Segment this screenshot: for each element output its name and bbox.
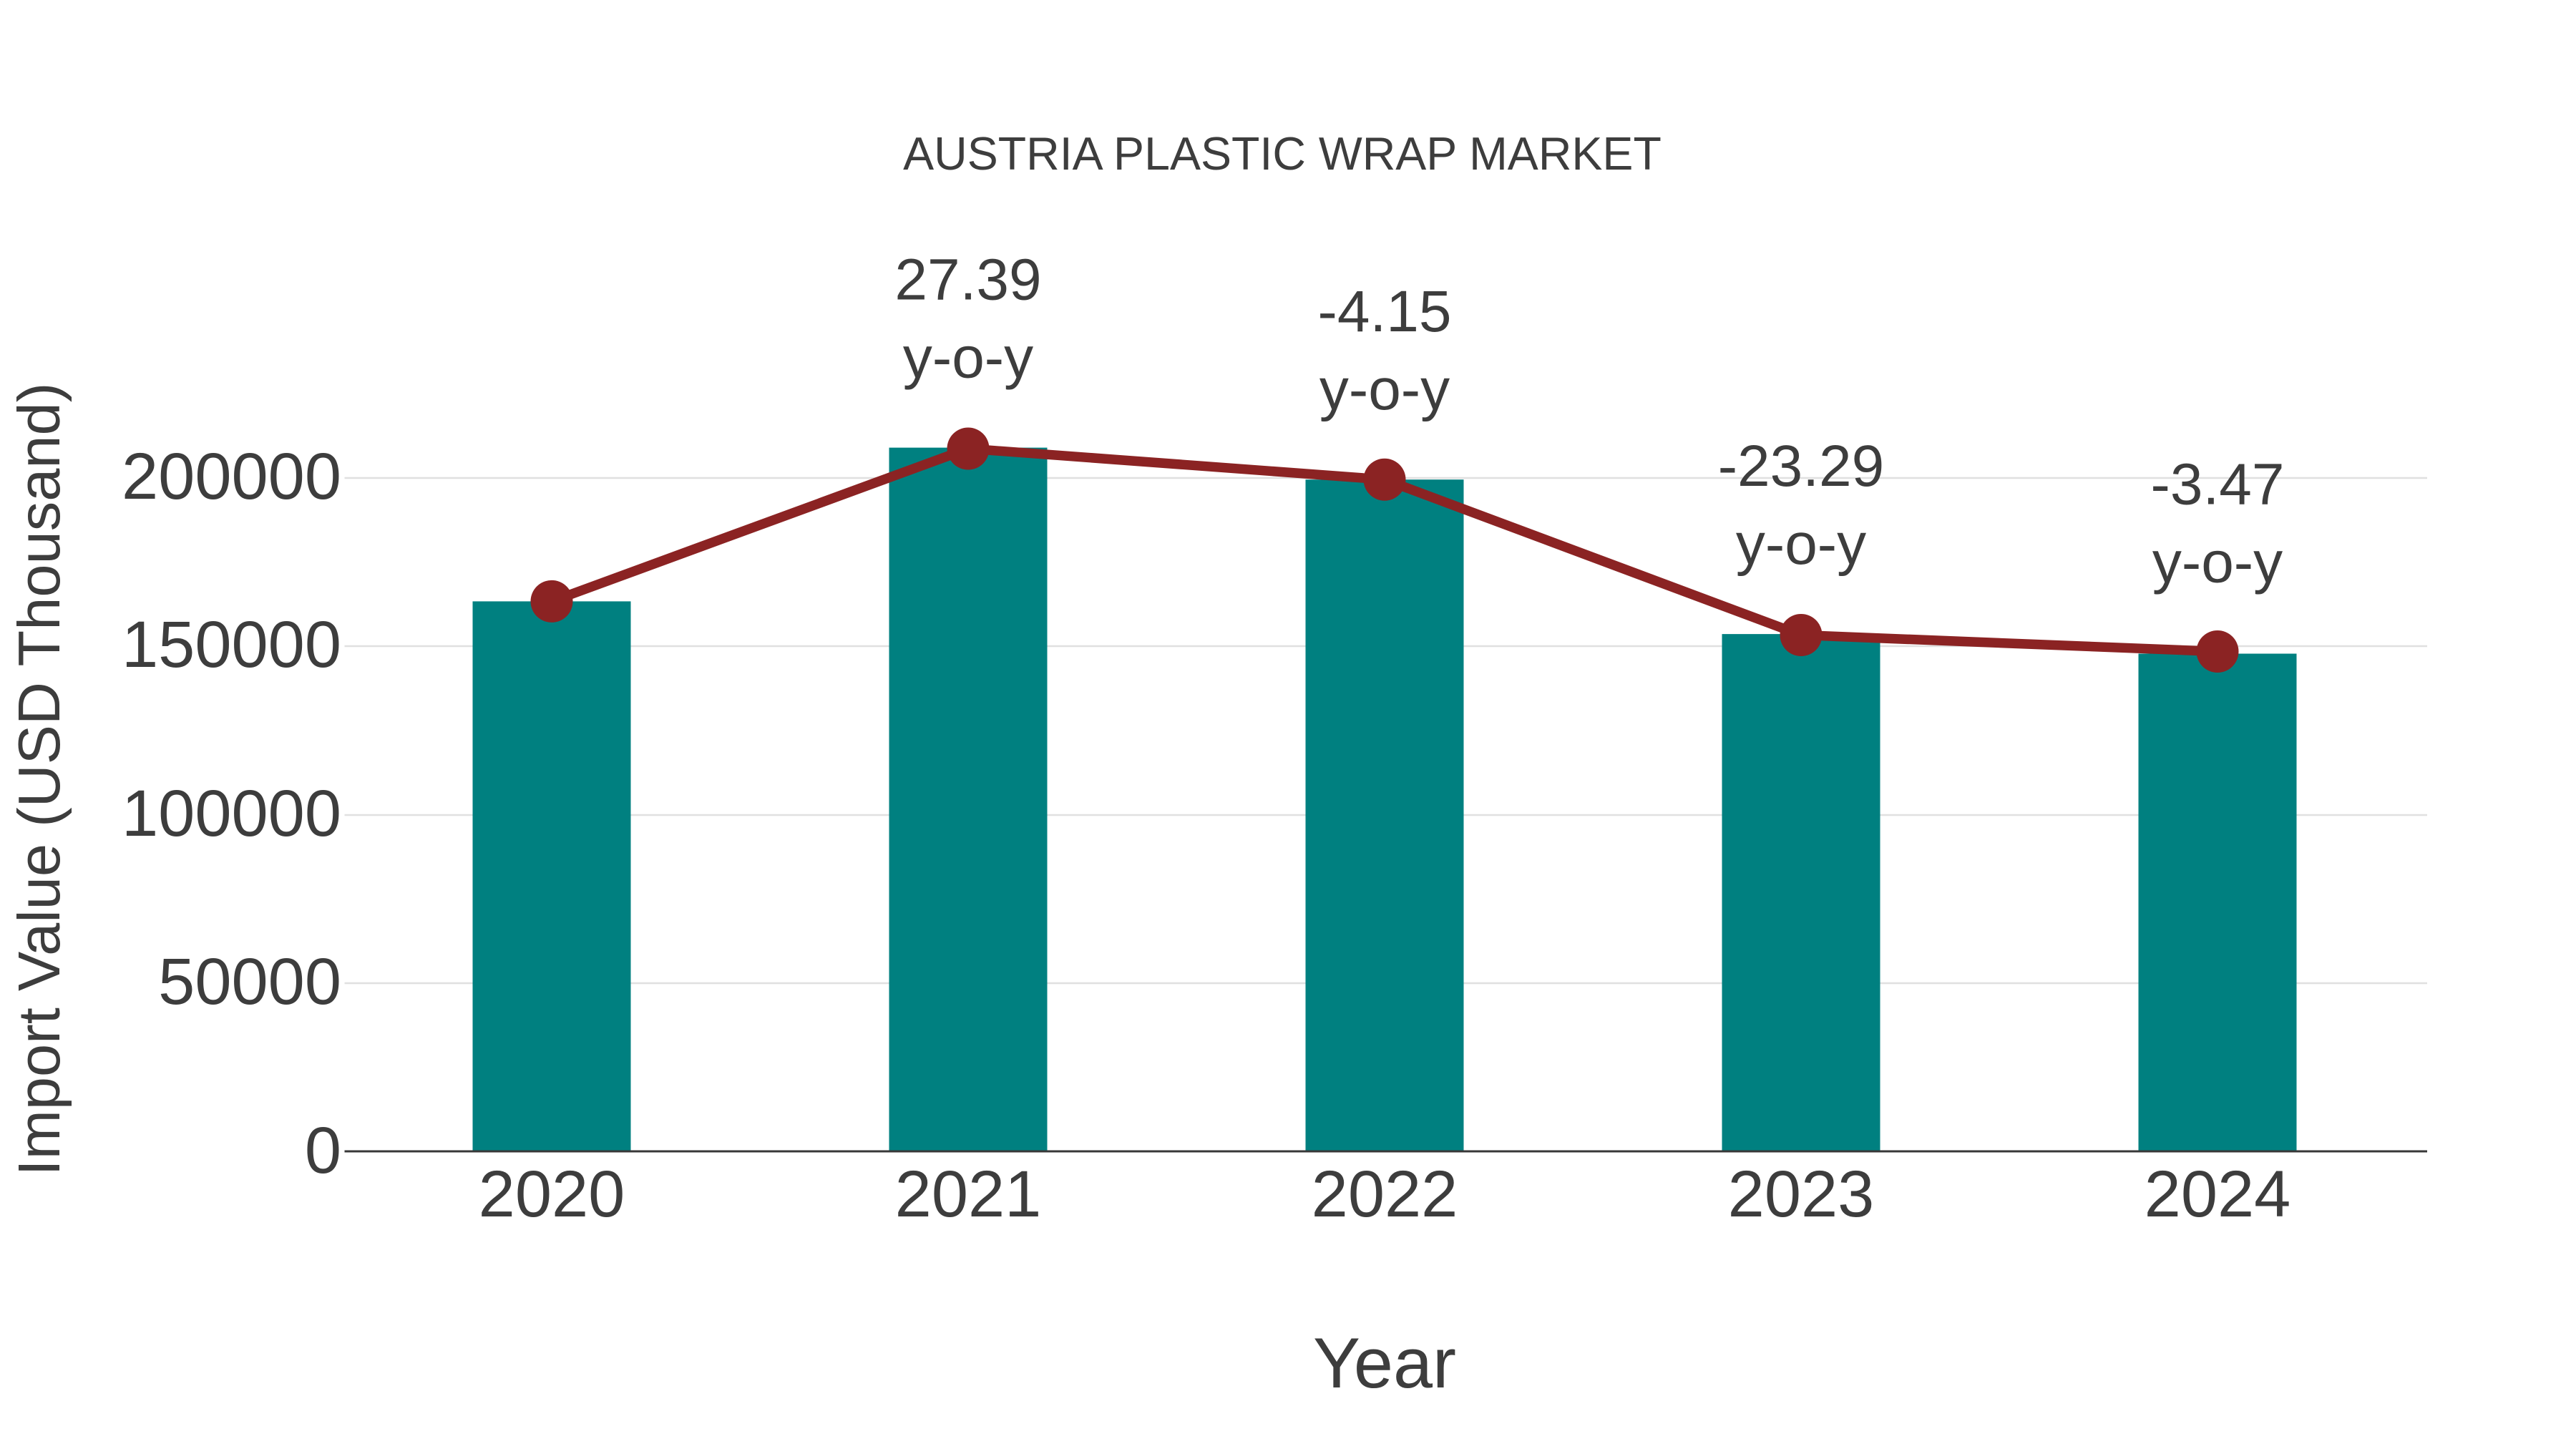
svg-text:27.39: 27.39 <box>894 248 1041 313</box>
svg-text:y-o-y: y-o-y <box>1736 512 1866 577</box>
svg-text:Import Value (USD Thousand): Import Value (USD Thousand) <box>6 383 72 1176</box>
svg-text:2022: 2022 <box>1312 1158 1458 1231</box>
svg-text:50000: 50000 <box>158 945 341 1018</box>
svg-text:150000: 150000 <box>122 608 341 681</box>
svg-text:Year: Year <box>1313 1323 1456 1402</box>
svg-text:-3.47: -3.47 <box>2151 452 2285 517</box>
svg-text:y-o-y: y-o-y <box>2152 530 2283 595</box>
svg-text:200000: 200000 <box>122 440 341 513</box>
svg-text:2021: 2021 <box>895 1158 1042 1231</box>
svg-text:AUSTRIA PLASTIC WRAP MARKET: AUSTRIA PLASTIC WRAP MARKET <box>903 128 1662 180</box>
svg-text:y-o-y: y-o-y <box>903 326 1033 391</box>
svg-text:2020: 2020 <box>479 1158 625 1231</box>
svg-text:2024: 2024 <box>2145 1158 2291 1231</box>
svg-text:-4.15: -4.15 <box>1318 279 1452 344</box>
svg-text:y-o-y: y-o-y <box>1319 357 1450 422</box>
svg-text:0: 0 <box>305 1114 341 1187</box>
svg-text:-23.29: -23.29 <box>1718 434 1885 499</box>
svg-text:100000: 100000 <box>122 777 341 850</box>
svg-text:2023: 2023 <box>1728 1158 1875 1231</box>
